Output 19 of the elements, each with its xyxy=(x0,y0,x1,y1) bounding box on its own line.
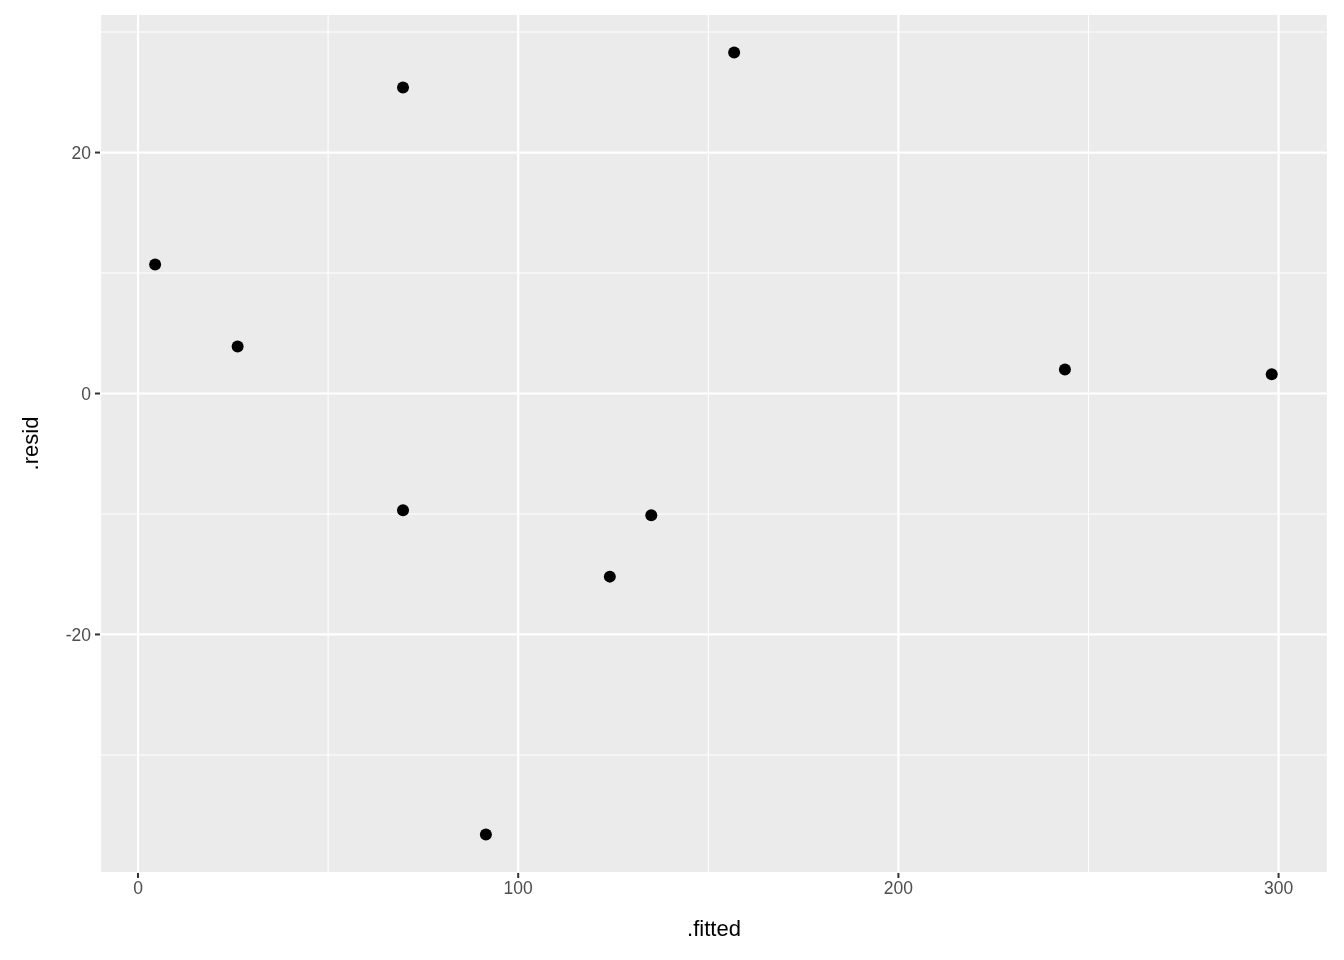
y-axis-title: .resid xyxy=(17,416,43,471)
y-tick-label: 20 xyxy=(71,142,92,163)
point xyxy=(1265,368,1278,381)
point xyxy=(149,258,162,271)
point xyxy=(1058,363,1071,376)
point xyxy=(397,504,410,517)
x-tick-label: 100 xyxy=(503,878,534,899)
point xyxy=(397,81,410,94)
y-tick-label: 0 xyxy=(81,383,92,404)
x-tick-label: 300 xyxy=(1263,878,1294,899)
point xyxy=(231,340,244,353)
y-tick-label: -20 xyxy=(65,624,92,645)
point xyxy=(603,570,616,583)
x-axis-title: .fitted xyxy=(687,915,741,941)
point xyxy=(728,46,741,59)
x-tick-label: 200 xyxy=(883,878,914,899)
point xyxy=(645,509,658,522)
x-tick-label: 0 xyxy=(133,878,144,899)
point xyxy=(479,828,492,841)
